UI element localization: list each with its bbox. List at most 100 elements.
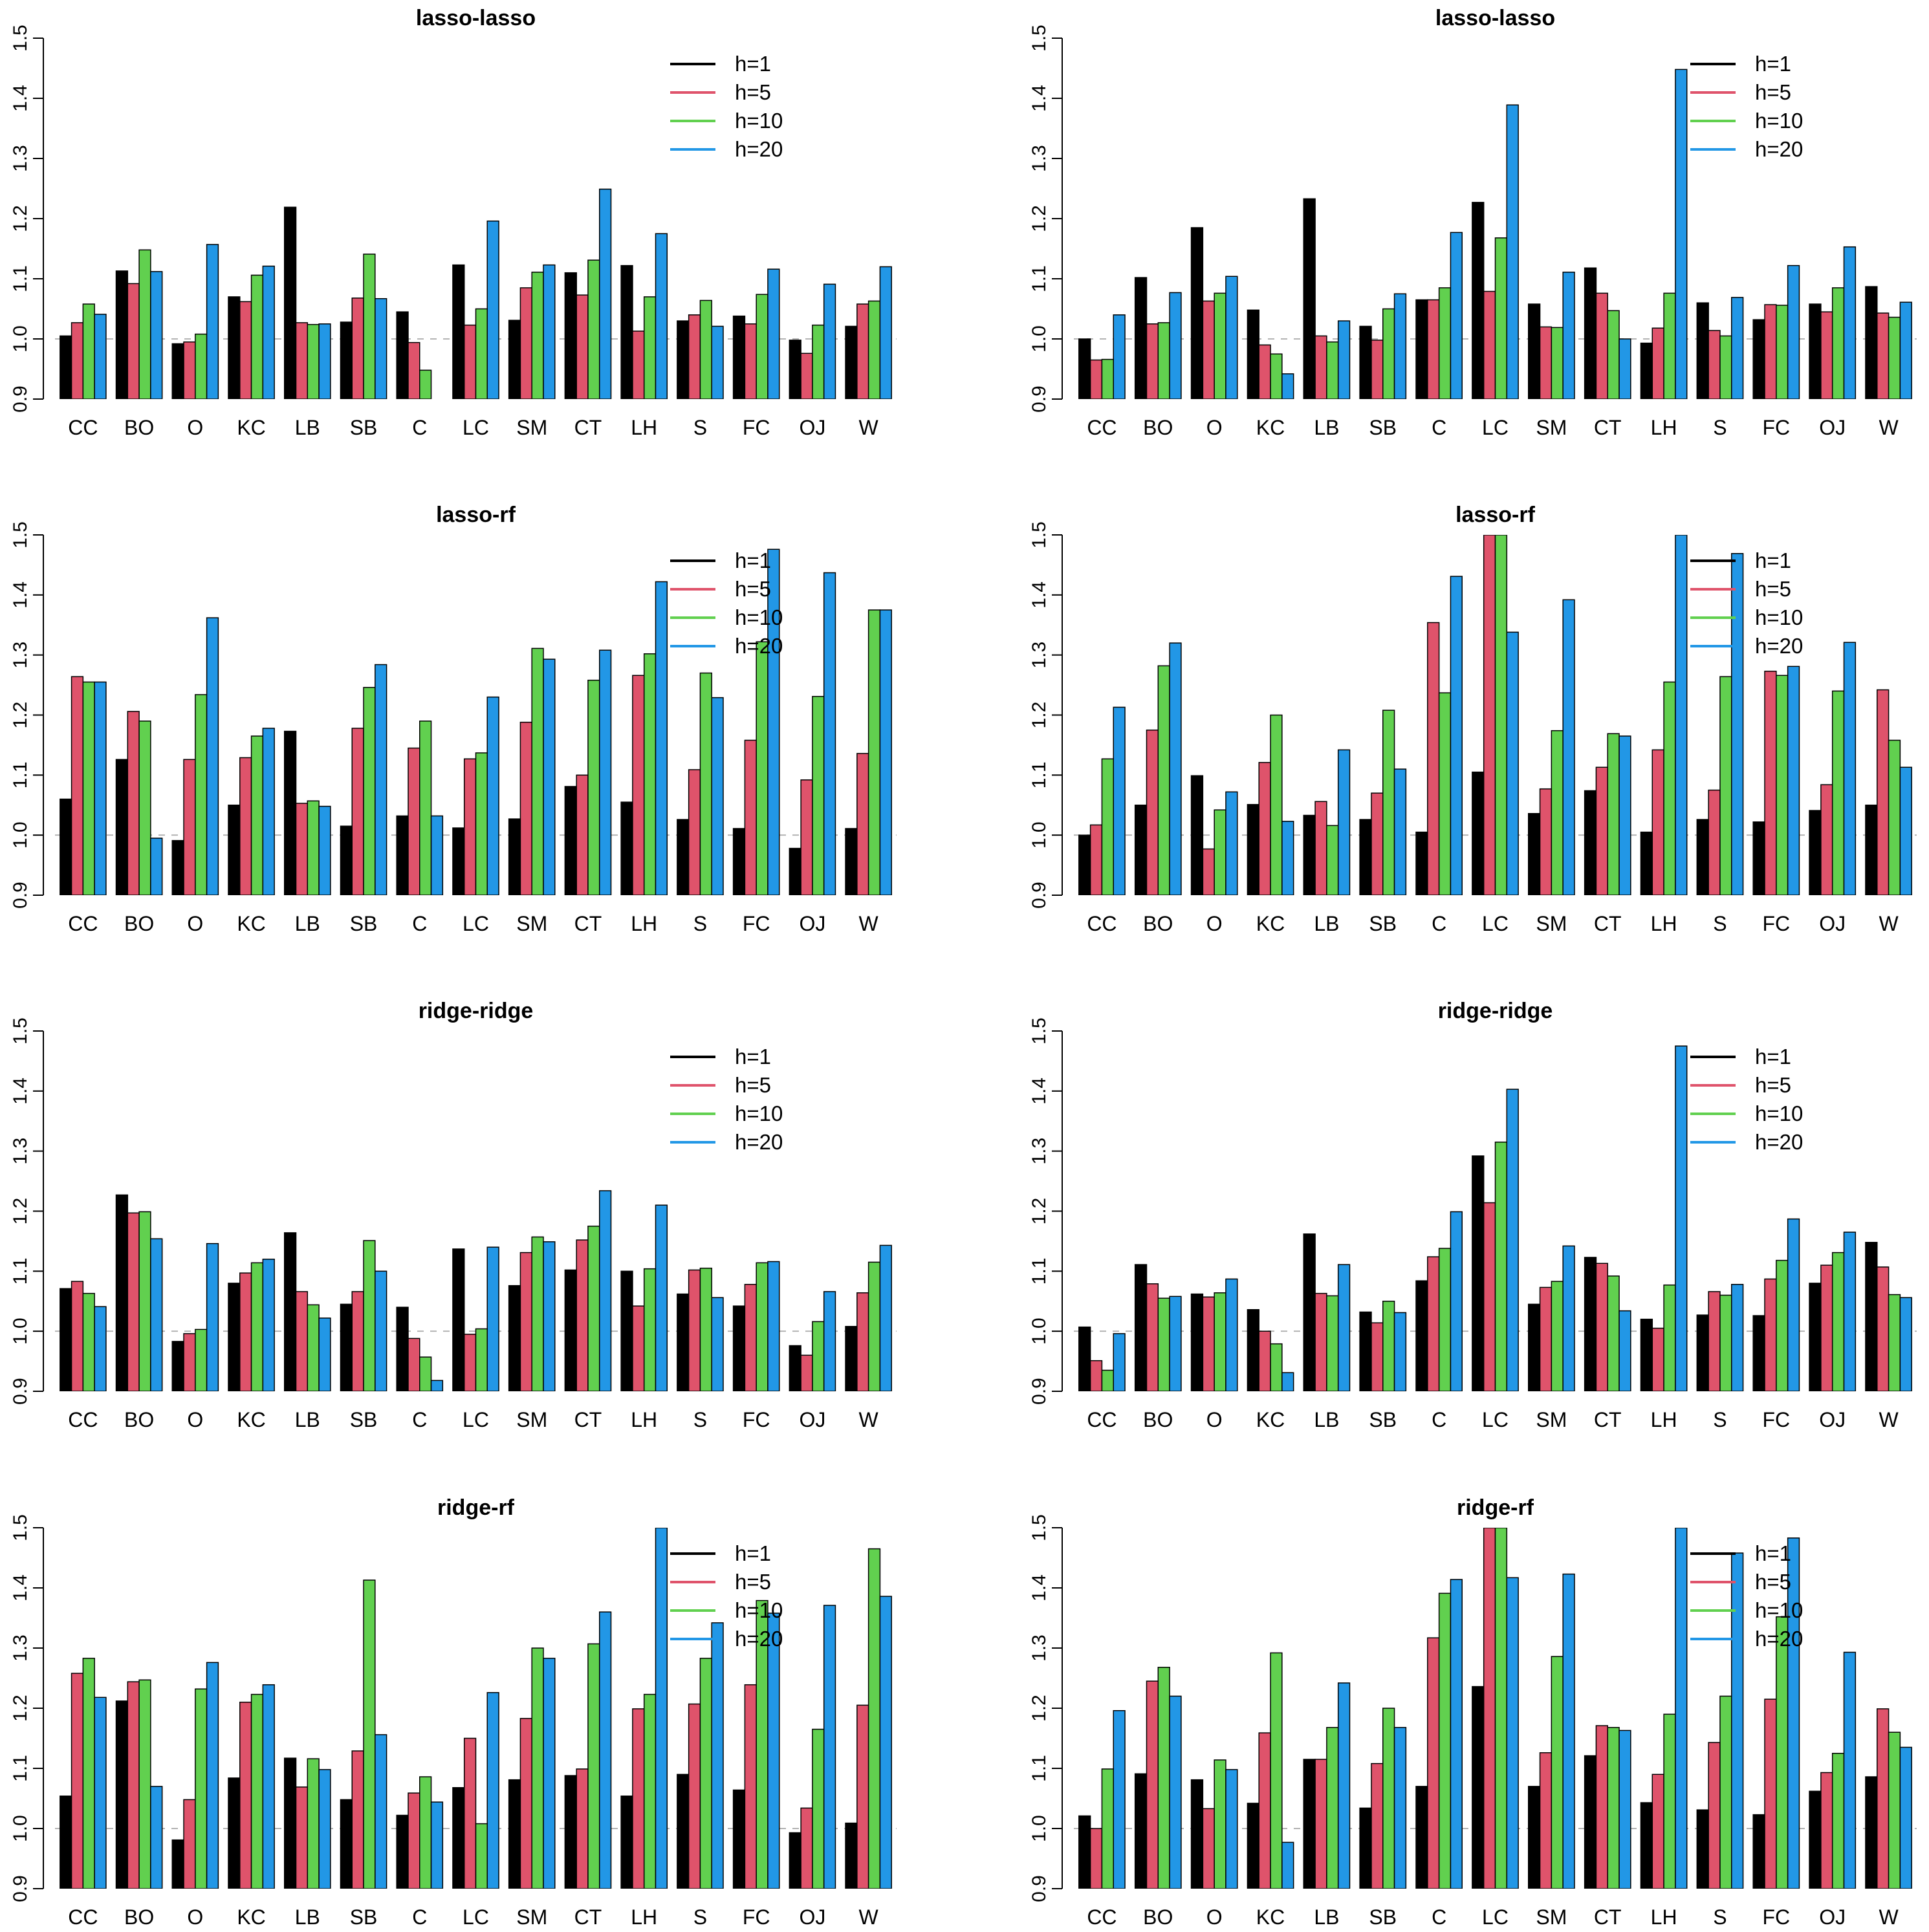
x-tick-label: SM	[1536, 416, 1567, 439]
legend-label: h=10	[1755, 1102, 1803, 1125]
bar-CT-h10	[587, 679, 600, 895]
x-tick-label: LH	[631, 912, 657, 935]
y-tick-label: 1.3	[1029, 642, 1050, 669]
bar-SM-h1	[1528, 1303, 1541, 1391]
bar-LH-h1	[620, 1270, 633, 1391]
bar-CT-h1	[1584, 790, 1597, 895]
bar-W-h10	[867, 1261, 881, 1391]
bar-BO-h5	[127, 711, 140, 895]
x-tick-label: SB	[1369, 912, 1397, 935]
legend-label: h=10	[735, 1598, 783, 1622]
y-tick-label: 0.9	[10, 882, 31, 909]
y-tick-label: 1.4	[1029, 581, 1050, 609]
x-tick-label: LB	[295, 1905, 320, 1929]
bar-LH-h5	[1651, 749, 1664, 895]
bar-LH-h5	[632, 1305, 645, 1391]
x-tick-label: LH	[631, 1408, 657, 1431]
bar-SB-h1	[1359, 1311, 1372, 1391]
bar-SB-h5	[351, 1750, 364, 1889]
x-tick-label: SM	[516, 416, 547, 439]
x-tick-label: O	[187, 1408, 203, 1431]
y-tick-label: 1.4	[10, 581, 31, 609]
bar-KC-h5	[1258, 1330, 1271, 1391]
bar-CT-h5	[1595, 766, 1608, 895]
x-tick-label: SM	[1536, 912, 1567, 935]
bar-SM-h10	[531, 1236, 544, 1391]
bar-S-h20	[1731, 1284, 1744, 1391]
legend-label: h=10	[1755, 605, 1803, 629]
bar-OJ-h5	[1820, 1264, 1833, 1391]
x-tick-label: LC	[1482, 416, 1509, 439]
legend-label: h=1	[1755, 1541, 1791, 1565]
bar-SB-h5	[351, 298, 364, 399]
bar-LB-h1	[283, 1757, 297, 1889]
y-tick-label: 1.4	[10, 85, 31, 112]
y-tick-label: 1.3	[10, 1634, 31, 1662]
y-tick-label: 1.3	[1029, 1634, 1050, 1662]
x-tick-label: CC	[1087, 1905, 1117, 1929]
bar-LB-h1	[283, 1232, 297, 1391]
bar-SM-h1	[1528, 812, 1541, 895]
bar-CT-h5	[576, 294, 589, 399]
bar-S-h10	[1719, 1294, 1732, 1391]
y-tick-label: 1.2	[1029, 1198, 1050, 1225]
y-tick-label: 1.5	[1029, 1017, 1050, 1045]
y-tick-label: 1.5	[1029, 521, 1050, 548]
bar-LB-h10	[1326, 1295, 1339, 1391]
bar-W-h5	[856, 1292, 869, 1391]
bar-SM-h10	[1551, 730, 1564, 895]
bar-OJ-h10	[812, 1728, 825, 1889]
bar-KC-h1	[1247, 804, 1259, 895]
x-tick-label: KC	[237, 1408, 265, 1431]
bar-OJ-h20	[823, 572, 836, 895]
bar-BO-h20	[150, 271, 163, 399]
bar-S-h20	[1731, 297, 1744, 399]
bar-O-h20	[206, 244, 219, 399]
bar-BO-h5	[1146, 1680, 1159, 1889]
bar-C-h5	[1427, 299, 1440, 399]
bar-FC-h5	[1764, 670, 1777, 895]
bar-KC-h20	[1281, 821, 1294, 895]
bar-CC-h5	[71, 676, 84, 895]
bar-LH-h20	[655, 233, 668, 399]
bar-CC-h10	[82, 681, 95, 895]
bar-LB-h20	[318, 805, 331, 895]
y-tick-label: 0.9	[10, 385, 31, 413]
bars	[60, 1190, 892, 1391]
bar-LB-h1	[283, 206, 297, 399]
x-tick-label: BO	[1143, 416, 1173, 439]
bar-W-h10	[1888, 739, 1901, 895]
bar-CC-h5	[1089, 1828, 1103, 1889]
bar-KC-h5	[239, 301, 252, 399]
bar-LB-h10	[307, 800, 320, 895]
bar-BO-h20	[1169, 292, 1182, 399]
bar-KC-h10	[1270, 353, 1283, 399]
bars	[1078, 535, 1912, 895]
bar-BO-h1	[115, 1700, 129, 1889]
bar-BO-h1	[1134, 805, 1148, 895]
bar-SB-h20	[1393, 293, 1407, 399]
bar-CT-h1	[564, 1775, 577, 1889]
bar-BO-h1	[1134, 277, 1148, 399]
bar-C-h1	[396, 1814, 409, 1889]
y-tick-label: 1.2	[1029, 1695, 1050, 1722]
bar-C-h20	[430, 815, 444, 895]
x-tick-label: SB	[1369, 1408, 1397, 1431]
bar-W-h20	[879, 1244, 892, 1391]
x-tick-label: CT	[574, 416, 602, 439]
bar-LC-h20	[1506, 1577, 1519, 1889]
bar-C-h1	[396, 1307, 409, 1391]
y-tick-label: 1.1	[10, 1257, 31, 1285]
bar-SM-h5	[519, 1252, 532, 1391]
bar-CC-h1	[60, 1288, 72, 1391]
chart-title: ridge-rf	[437, 1495, 515, 1520]
bar-FC-h5	[1764, 304, 1777, 399]
x-tick-label: BO	[1143, 1905, 1173, 1929]
bar-OJ-h1	[1809, 1790, 1822, 1889]
bar-CC-h10	[82, 1658, 95, 1889]
legend-label: h=20	[1755, 1130, 1803, 1154]
y-tick-label: 1.0	[1029, 1815, 1050, 1842]
x-tick-label: BO	[1143, 1408, 1173, 1431]
x-tick-label: C	[1432, 1408, 1446, 1431]
bar-O-h10	[1214, 1759, 1226, 1889]
